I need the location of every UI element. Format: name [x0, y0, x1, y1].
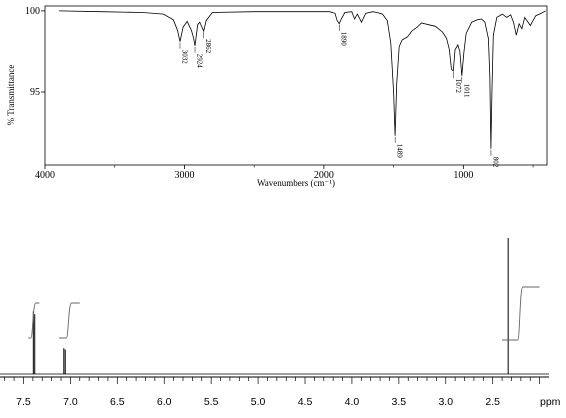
- nmr-integral-curves: [28, 286, 540, 341]
- nmr-x-tick-label: 3.0: [438, 396, 453, 408]
- ir-x-axis-title: Wavenumbers (cm⁻¹): [257, 178, 335, 188]
- nmr-x-tick-label: 4.5: [298, 396, 313, 408]
- nmr-integral-curve: [502, 286, 540, 341]
- nmr-x-tick-label: 4.0: [345, 396, 360, 408]
- ir-peak-label: 2862: [204, 39, 212, 54]
- nmr-integral-curve: [59, 302, 80, 339]
- ir-peak-label: 1489: [396, 144, 404, 159]
- nmr-peaks: [32, 238, 509, 374]
- ir-y-axis-title: % Transmittance: [6, 65, 16, 126]
- ir-x-tick-label: 1000: [453, 170, 473, 181]
- ir-y-tick-label: 95: [30, 87, 40, 98]
- ir-peak-label: 1072: [454, 79, 462, 94]
- nmr-x-tick-label: 6.0: [157, 396, 172, 408]
- ir-x-tick-label: 3000: [174, 170, 194, 181]
- ir-peak-label: 802: [491, 157, 499, 168]
- nmr-x-tick-label: 7.5: [16, 396, 31, 408]
- ir-plot-frame: [44, 5, 548, 166]
- nmr-spectrum-chart: 7.5 7.0 6.5 6.0 5.5 5.0 4.5 4.0 3.5 3.0 2.5 ppm: [0, 238, 561, 408]
- ir-peak-label: 3032: [181, 50, 189, 64]
- nmr-x-tick-label: 5.0: [251, 396, 266, 408]
- nmr-x-tick-label: 3.5: [392, 396, 407, 408]
- nmr-integral-curve: [28, 302, 40, 339]
- ir-peak-label: 1011: [462, 84, 470, 98]
- ir-x-axis: 4000 3000 2000 1000: [35, 165, 534, 181]
- nmr-x-tick-label: 7.0: [63, 396, 78, 408]
- ir-x-tick-label: 2000: [314, 170, 334, 181]
- ir-peak-label: 2924: [196, 54, 204, 69]
- ir-x-tick-label: 4000: [35, 170, 55, 181]
- ir-y-axis: 100 95: [25, 6, 45, 98]
- ir-series-line: [58, 10, 546, 149]
- nmr-x-tick-label: 6.5: [110, 396, 125, 408]
- nmr-x-axis: 7.5 7.0 6.5 6.0 5.5 5.0 4.5 4.0 3.5 3.0 2.5: [4, 377, 540, 408]
- nmr-x-tick-label: 5.5: [204, 396, 219, 408]
- nmr-x-tick-label: 2.5: [485, 396, 500, 408]
- nmr-x-axis-title: ppm: [540, 396, 561, 408]
- ir-peak-label: 1890: [340, 32, 348, 47]
- ir-y-tick-label: 100: [25, 6, 40, 17]
